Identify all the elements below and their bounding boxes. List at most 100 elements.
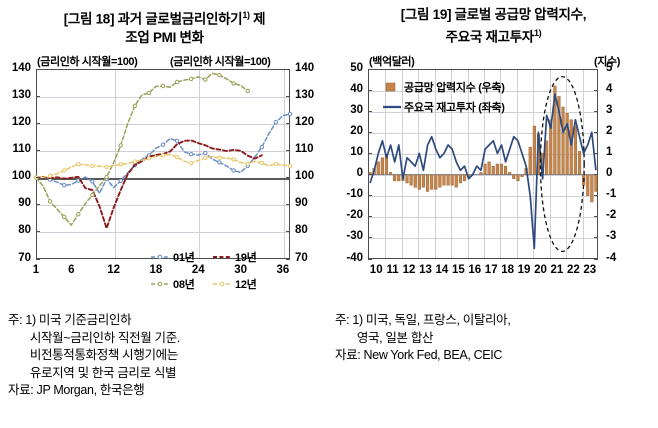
tick-mark <box>594 237 598 239</box>
note-line: 주: 1) 미국 기준금리인하 <box>8 313 132 327</box>
y-tick-label-left: 20 <box>350 124 363 137</box>
bar <box>450 173 454 185</box>
bar <box>594 173 598 192</box>
legend-item-08년: 08년 <box>150 276 212 292</box>
tick-mark <box>286 95 290 97</box>
y-tick-label: 70 <box>295 251 308 264</box>
tick-mark <box>594 152 598 154</box>
bar <box>503 165 508 175</box>
series-marker <box>90 178 95 184</box>
series-marker <box>61 182 67 187</box>
figure-18-title-line1-tail: 제 <box>249 11 266 27</box>
x-tick-label: 18 <box>149 263 163 276</box>
tick-mark <box>368 216 372 218</box>
series-marker <box>90 163 95 168</box>
bar <box>446 173 450 185</box>
legend-swatch <box>385 82 396 92</box>
series-line-12년 <box>35 153 291 178</box>
gridline <box>369 196 597 198</box>
series-line-19년 <box>35 138 263 229</box>
x-tick-label: 12 <box>402 263 416 276</box>
tick-mark <box>286 68 290 70</box>
gridline <box>418 69 420 258</box>
series-marker <box>104 174 109 179</box>
bar <box>512 173 516 179</box>
figure-19-unit-left: (백억달러) <box>369 55 415 68</box>
series-marker <box>231 167 236 173</box>
series-marker <box>47 198 53 204</box>
legend-swatch <box>383 105 401 109</box>
tick-mark <box>594 174 598 176</box>
series-marker <box>189 151 194 156</box>
tick-mark <box>286 231 290 233</box>
bar <box>462 173 467 181</box>
tick-mark <box>36 177 40 179</box>
x-tick-label: 12 <box>107 263 120 276</box>
series-marker <box>90 192 95 197</box>
bar <box>573 125 578 175</box>
x-tick-label: 22 <box>566 263 580 276</box>
gridline <box>37 232 289 234</box>
bar <box>516 173 520 181</box>
bar <box>434 173 438 190</box>
figure-19-legend: 공급망 압력지수 (우축) 주요국 재고투자 (좌축) <box>383 79 505 119</box>
figure-19-unit-right: (지수) <box>594 55 620 68</box>
bar <box>561 106 565 175</box>
gridline <box>37 123 289 125</box>
figure-19-title: [그림 19] 글로벌 공급망 압력지수, 주요국 재고투자1) <box>329 0 658 47</box>
tick-mark <box>594 68 598 70</box>
y-tick-label-left: -30 <box>346 230 363 243</box>
figure-18-title-line1: [그림 18] 과거 글로벌금리인하기 <box>63 11 243 27</box>
note-line: 영국, 일본 합산 <box>335 330 434 345</box>
tick-mark <box>594 89 598 91</box>
figure-18-chart: (금리인하 시작월=100) (금리인하 시작월=100) 70 80 90 100 1… <box>0 53 329 303</box>
y-tick-label-left: 40 <box>350 82 363 95</box>
tick-mark <box>594 131 598 133</box>
y-tick-label: 100 <box>295 170 315 183</box>
y-tick-label: 140 <box>11 61 31 74</box>
series-marker <box>174 138 180 143</box>
tick-mark <box>594 110 598 112</box>
legend-item-19년: 19년 <box>212 249 274 265</box>
series-marker <box>217 72 222 77</box>
bar <box>425 173 430 192</box>
highlight-ellipse-annotation <box>539 75 585 252</box>
gridline <box>114 69 116 258</box>
y-tick-label-left: -10 <box>346 188 363 201</box>
series-marker <box>160 142 166 147</box>
bar <box>454 173 458 187</box>
series-marker <box>273 119 279 124</box>
bar <box>565 112 569 175</box>
y-tick-label: 100 <box>11 170 31 183</box>
gridline <box>369 132 597 134</box>
tick-mark <box>594 195 598 197</box>
legend-label: 08년 <box>173 278 195 291</box>
y-tick-label-left: 30 <box>350 103 363 116</box>
tick-mark <box>286 258 290 260</box>
series-marker <box>273 161 279 166</box>
y-tick-label-right: 4 <box>606 82 613 95</box>
y-tick-label-left: 0 <box>356 167 363 180</box>
figure-19-title-line1: [그림 19] 글로벌 공급망 압력지수, <box>400 7 587 22</box>
legend-swatch <box>151 254 169 259</box>
tick-mark <box>368 131 372 133</box>
gridline <box>369 175 597 177</box>
source-line: 자료: JP Morgan, 한국은행 <box>8 383 145 397</box>
figure-19-chart: (백억달러) (지수) -40 -30 -20 -10 0 10 20 30 40 50 -4 -3… <box>329 53 658 303</box>
bar <box>487 161 491 175</box>
figure-18-unit-right: (금리인하 시작월=100) <box>170 55 271 68</box>
x-tick-label: 1 <box>32 263 40 276</box>
bar <box>545 140 549 175</box>
x-tick-label: 24 <box>191 263 205 276</box>
y-tick-label: 130 <box>295 88 315 101</box>
bar <box>586 173 590 196</box>
tick-mark <box>286 177 290 179</box>
series-marker <box>174 79 180 84</box>
series-marker <box>104 164 109 169</box>
tick-mark <box>368 174 372 176</box>
legend-swatch <box>213 281 231 286</box>
y-tick-label-left: -20 <box>346 209 363 222</box>
legend-item-supply-pressure: 공급망 압력지수 (우축) <box>383 79 505 95</box>
legend-item-inventory-investment: 주요국 재고투자 (좌축) <box>383 99 505 115</box>
gridline <box>369 217 597 219</box>
